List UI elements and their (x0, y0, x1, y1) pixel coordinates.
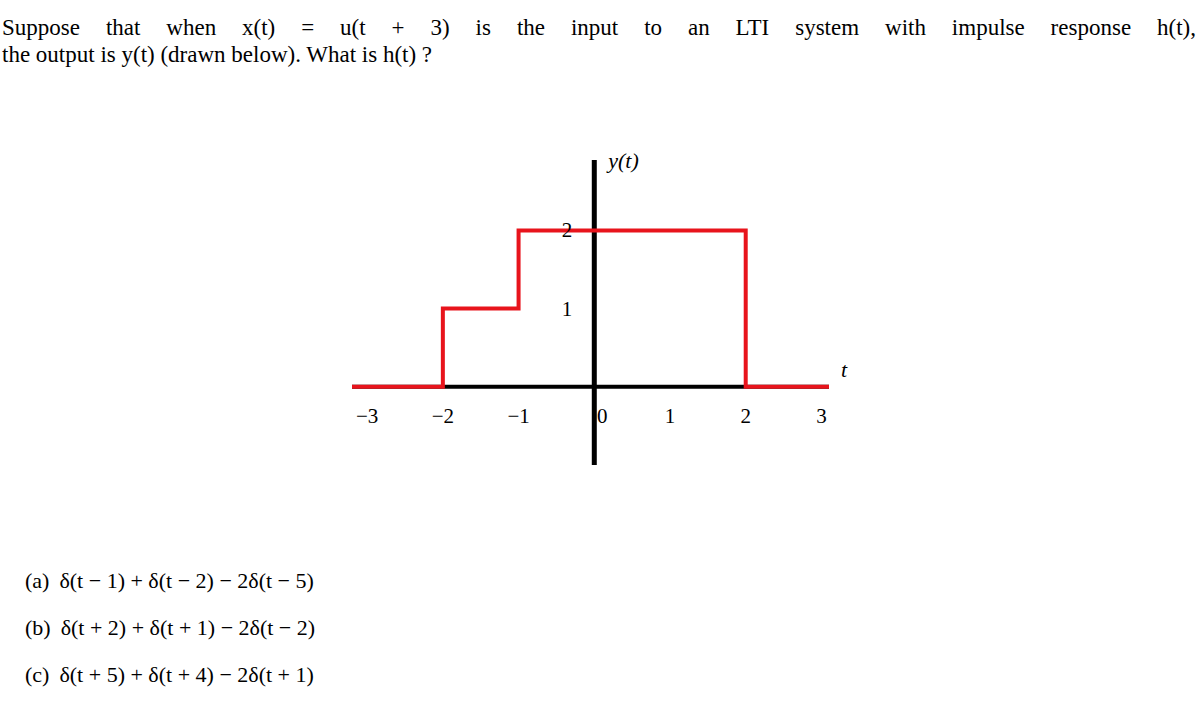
html-text:the output is y(t) (drawn belo: the output is y(t) (drawn below). What i… (2, 42, 433, 67)
svg-text:2: 2 (740, 404, 751, 428)
html-text:(c): (c) (25, 662, 50, 687)
html-text:(b): (b) (25, 615, 51, 640)
html-text:Suppose that when x(t) = u(t +: Suppose that when x(t) = u(t + 3) is the… (2, 15, 1196, 40)
svg-text:1: 1 (665, 404, 676, 428)
svg-text:0: 0 (597, 404, 608, 428)
html-text:δ(t + 5) + δ(t + 4) − 2δ(t + 1: δ(t + 5) + δ(t + 4) − 2δ(t + 1) (59, 662, 314, 687)
svg-text:−1: −1 (507, 404, 529, 428)
html-text:t: t (841, 356, 848, 382)
svg-text:1: 1 (562, 297, 573, 321)
html-text:(a): (a) (25, 568, 50, 593)
html-text:δ(t − 1) + δ(t − 2) − 2δ(t − 5: δ(t − 1) + δ(t − 2) − 2δ(t − 5) (59, 568, 314, 593)
svg-text:−2: −2 (432, 404, 454, 428)
svg-text:2: 2 (562, 218, 573, 242)
svg-text:−3: −3 (356, 404, 378, 428)
html-text:δ(t + 2) + δ(t + 1) − 2δ(t − 2: δ(t + 2) + δ(t + 1) − 2δ(t − 2) (60, 615, 316, 640)
svg-text:3: 3 (816, 404, 827, 428)
html-text:y(t): y(t) (608, 148, 639, 173)
